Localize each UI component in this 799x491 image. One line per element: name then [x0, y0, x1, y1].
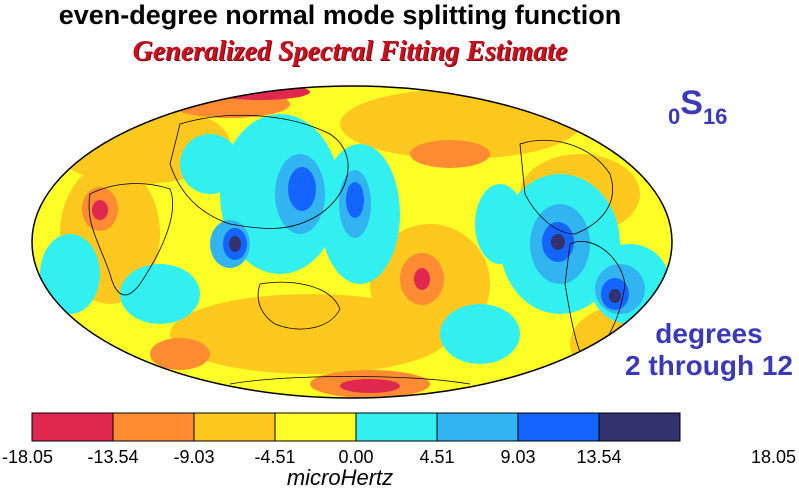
colorbar-swatch [112, 412, 195, 442]
colorbar-tick-label: 13.54 [576, 447, 621, 465]
colorbar-swatch [517, 412, 600, 442]
colorbar-tick-label: 9.03 [500, 447, 535, 465]
colorbar-tick-label: -13.54 [87, 447, 138, 465]
mode-suffix: 16 [702, 104, 728, 129]
colorbar-swatch [436, 412, 519, 442]
splitting-function-map [31, 85, 673, 399]
colorbar-swatch [355, 412, 438, 442]
map-outline [31, 85, 673, 399]
colorbar-tick-label: 18.05 [751, 447, 796, 465]
map-field [32, 86, 672, 398]
colorbar: -18.05 -13.54 -9.03 -4.51 0.00 4.51 9.03 13.54 1… [2, 412, 796, 465]
map-subtitle: Generalized Spectral Fitting Estimate [132, 36, 568, 67]
degrees-line-2: 2 through 12 [624, 350, 793, 381]
map-title: even-degree normal mode splitting functi… [58, 0, 622, 30]
colorbar-unit: microHertz [286, 465, 394, 490]
colorbar-tick-label: -4.51 [254, 447, 295, 465]
colorbar-swatch [598, 412, 681, 442]
colorbar-swatch [31, 412, 114, 442]
degrees-line-1: degrees [655, 318, 763, 349]
colorbar-tick-label: -18.05 [2, 447, 53, 465]
colorbar-swatch [274, 412, 357, 442]
colorbar-swatch [193, 412, 276, 442]
colorbar-tick-label: -9.03 [173, 447, 214, 465]
mode-label: 0S16 [668, 84, 727, 129]
mode-letter: S [680, 84, 703, 122]
colorbar-tick-label: 4.51 [419, 447, 454, 465]
degrees-label: degrees 2 through 12 [625, 318, 793, 382]
colorbar-tick-label: 0.00 [338, 447, 373, 465]
mode-prefix: 0 [668, 104, 681, 129]
